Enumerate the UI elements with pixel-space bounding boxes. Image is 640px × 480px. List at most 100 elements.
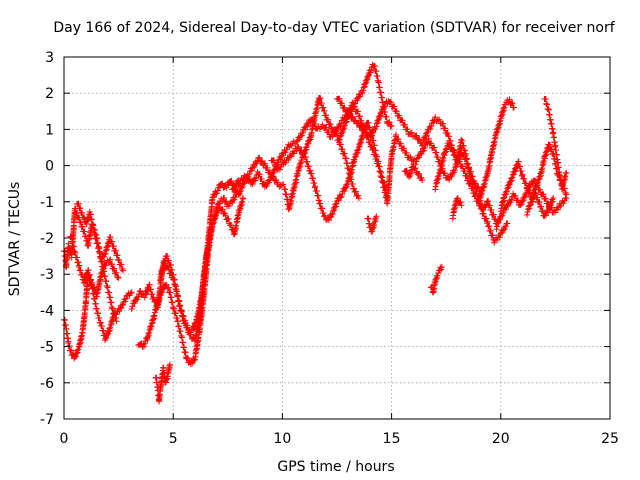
data-point: [331, 204, 338, 211]
data-point: [307, 167, 314, 174]
data-point: [542, 212, 549, 219]
data-point: [328, 213, 335, 220]
data-point: [109, 238, 116, 245]
data-point: [79, 223, 86, 230]
data-points: [61, 61, 570, 405]
data-point: [442, 125, 449, 132]
data-point: [77, 205, 84, 212]
data-point: [229, 197, 236, 204]
data-point: [537, 186, 544, 193]
data-point: [221, 194, 228, 201]
data-point: [354, 149, 361, 156]
data-point: [344, 115, 351, 122]
data-point: [404, 126, 411, 133]
data-point: [425, 135, 432, 142]
data-point: [323, 124, 330, 131]
data-point: [338, 100, 345, 107]
data-point: [302, 154, 309, 161]
data-point: [218, 181, 225, 188]
data-point: [393, 108, 400, 115]
data-point: [122, 295, 129, 302]
data-point: [253, 160, 260, 167]
data-point: [109, 261, 116, 268]
data-point: [295, 143, 302, 150]
data-point: [345, 111, 352, 118]
data-point: [353, 150, 360, 157]
data-point: [364, 75, 371, 82]
data-point: [446, 176, 453, 183]
data-point: [304, 141, 311, 148]
data-point: [266, 169, 273, 176]
data-point: [165, 266, 172, 273]
data-point: [431, 144, 438, 151]
data-point: [365, 73, 372, 80]
data-point: [107, 234, 114, 241]
data-point: [360, 122, 367, 129]
data-point: [116, 256, 123, 263]
data-point: [130, 300, 137, 307]
data-point: [353, 153, 360, 160]
data-point: [512, 192, 519, 199]
data-point: [162, 282, 169, 289]
data-point: [538, 203, 545, 210]
data-point: [392, 131, 399, 138]
data-point: [347, 108, 354, 115]
data-point: [452, 164, 459, 171]
data-point: [235, 191, 242, 198]
data-point: [517, 202, 524, 209]
data-point: [360, 84, 367, 91]
data-point: [546, 141, 553, 148]
data-point: [513, 164, 520, 171]
data-point: [510, 104, 517, 111]
data-point: [164, 253, 171, 260]
y-axis-label: SDTVAR / TECUs: [7, 182, 23, 297]
data-point: [451, 166, 458, 173]
data-point: [305, 163, 312, 170]
y-tick-label: -1: [40, 195, 54, 211]
data-point: [355, 192, 362, 199]
data-point: [424, 129, 431, 136]
data-point: [184, 322, 191, 329]
data-point: [279, 152, 286, 159]
x-tick-label: 0: [60, 431, 69, 447]
data-point: [119, 301, 126, 308]
data-point: [499, 229, 506, 236]
data-point: [351, 104, 358, 111]
data-point: [270, 157, 277, 164]
data-point: [435, 269, 442, 276]
data-point: [485, 197, 492, 204]
data-point: [296, 136, 303, 143]
data-point: [331, 207, 338, 214]
data-point: [115, 274, 122, 281]
data-point: [321, 212, 328, 219]
data-point: [366, 139, 373, 146]
data-point: [71, 354, 78, 361]
data-point: [511, 168, 518, 175]
data-point: [458, 202, 465, 209]
data-point: [532, 190, 539, 197]
data-point: [263, 183, 270, 190]
data-point: [470, 179, 477, 186]
data-point: [141, 294, 148, 301]
data-point: [335, 197, 342, 204]
data-point: [82, 273, 89, 280]
data-point: [433, 118, 440, 125]
data-point: [546, 202, 553, 209]
data-point: [542, 195, 549, 202]
data-point: [225, 215, 232, 222]
data-point: [128, 305, 135, 312]
data-point: [332, 203, 339, 210]
data-point: [521, 194, 528, 201]
data-point: [504, 185, 511, 192]
data-point: [385, 119, 392, 126]
data-point: [80, 279, 87, 286]
data-point: [459, 163, 466, 170]
data-point: [240, 181, 247, 188]
data-point: [453, 163, 460, 170]
data-point: [336, 136, 343, 143]
data-point: [305, 140, 312, 147]
data-point: [407, 153, 414, 160]
data-point: [258, 175, 265, 182]
data-point: [536, 198, 543, 205]
